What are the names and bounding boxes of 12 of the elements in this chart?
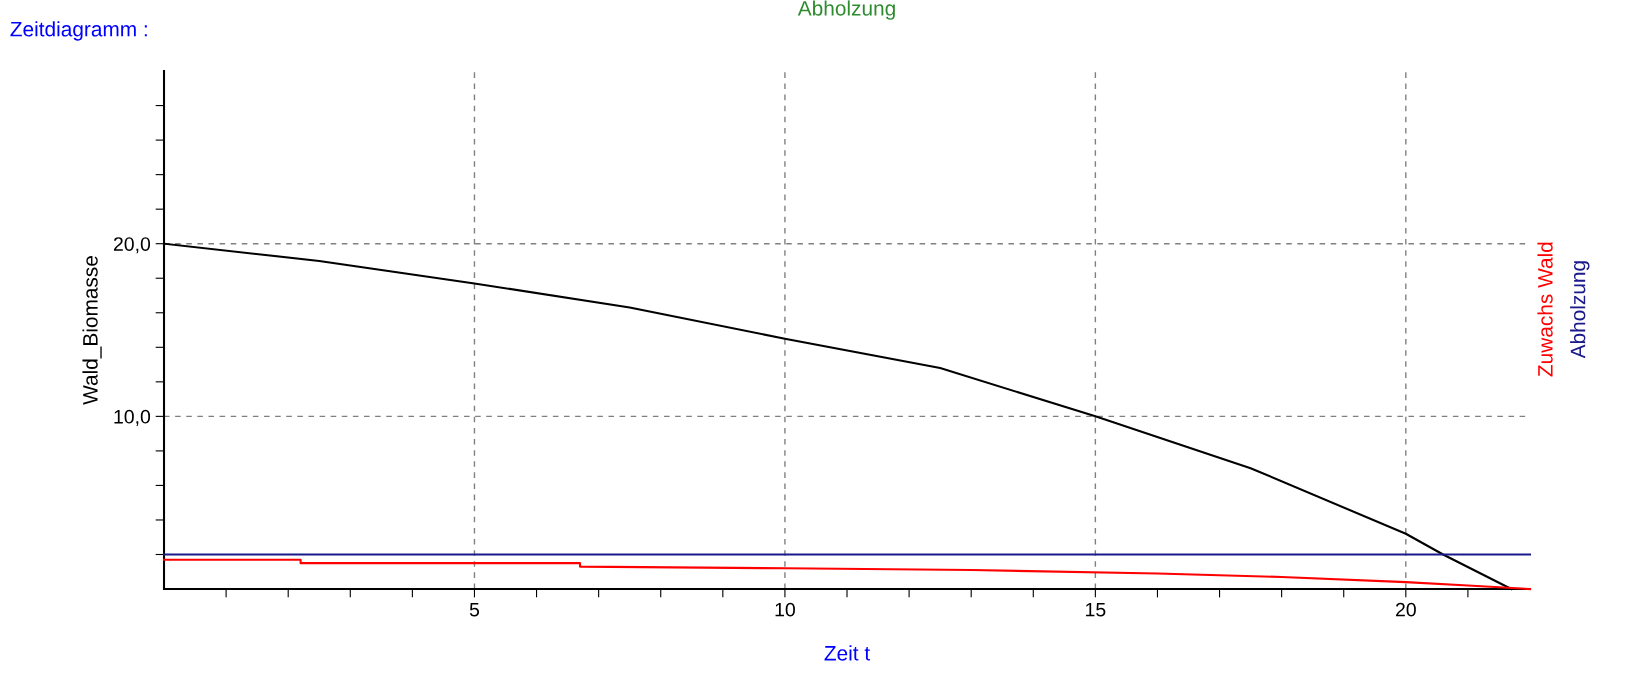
- text: Zeitdiagramm :: [10, 21, 147, 41]
- x-axis-title: Zeit t: [824, 645, 871, 661]
- y-axis-title: Wald_Biomasse: [82, 256, 102, 405]
- y-tick-label: 20,0: [113, 237, 151, 254]
- chart-title: Abholzung: [797, 0, 895, 20]
- text: Zuwachs Wald: [1537, 242, 1553, 377]
- y-tick-label: 10,0: [114, 409, 151, 426]
- x-tick-label: 20: [1395, 602, 1416, 617]
- x-tick-label: 15: [1086, 602, 1106, 617]
- text: Abholzung: [1570, 261, 1590, 359]
- x-tick-label: 10: [775, 602, 795, 617]
- x-tick-label: 5: [469, 602, 480, 617]
